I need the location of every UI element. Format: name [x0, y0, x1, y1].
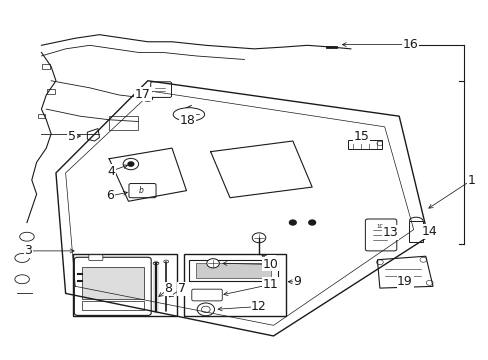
Text: 15: 15 — [353, 130, 368, 143]
FancyBboxPatch shape — [89, 255, 102, 260]
Text: 1: 1 — [467, 174, 475, 186]
Bar — [42, 64, 50, 69]
Bar — [47, 89, 55, 94]
Text: 2: 2 — [267, 256, 275, 269]
Circle shape — [128, 162, 134, 166]
Bar — [408, 221, 423, 242]
Bar — [81, 301, 143, 310]
Text: 10: 10 — [376, 224, 383, 229]
FancyBboxPatch shape — [129, 184, 156, 198]
Text: 8: 8 — [164, 282, 172, 295]
Text: 19: 19 — [396, 275, 412, 288]
FancyBboxPatch shape — [74, 257, 151, 315]
FancyBboxPatch shape — [150, 82, 171, 98]
Bar — [196, 262, 270, 278]
Text: 18: 18 — [180, 114, 196, 127]
Text: 14: 14 — [421, 225, 436, 238]
Text: 16: 16 — [402, 38, 417, 51]
Bar — [183, 255, 285, 316]
Bar — [38, 114, 45, 118]
Text: 3: 3 — [24, 244, 32, 257]
FancyBboxPatch shape — [365, 219, 396, 251]
Text: 12: 12 — [251, 300, 266, 313]
Text: 7: 7 — [177, 282, 185, 295]
Circle shape — [206, 259, 219, 268]
Ellipse shape — [153, 262, 159, 265]
Bar — [73, 255, 177, 316]
Bar — [348, 140, 382, 149]
Text: 11: 11 — [262, 278, 278, 291]
Circle shape — [308, 220, 315, 225]
Circle shape — [289, 220, 296, 225]
Ellipse shape — [173, 108, 204, 121]
Text: 5: 5 — [68, 130, 76, 143]
FancyBboxPatch shape — [191, 289, 222, 301]
Bar — [188, 260, 278, 281]
Bar — [81, 267, 143, 299]
Text: b: b — [139, 186, 143, 195]
Ellipse shape — [163, 260, 168, 263]
Bar — [109, 116, 138, 130]
Text: 4: 4 — [107, 165, 115, 177]
Text: 6: 6 — [106, 189, 114, 202]
Text: 13: 13 — [382, 226, 398, 239]
Text: 10: 10 — [262, 258, 278, 271]
Text: 17: 17 — [135, 88, 151, 101]
Text: 9: 9 — [293, 275, 301, 288]
